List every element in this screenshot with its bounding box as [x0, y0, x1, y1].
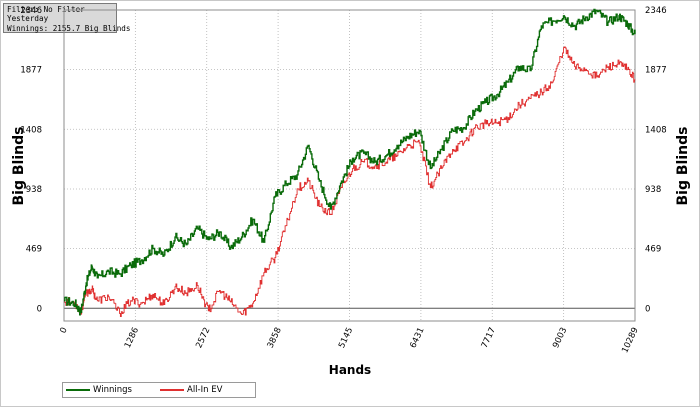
x-tick-label: 7717: [480, 326, 498, 350]
y-axis-label-right: Big Blinds: [675, 127, 691, 206]
legend-swatch-winnings: [66, 389, 90, 391]
y-tick-label-right: 469: [645, 245, 661, 255]
x-tick-label: 5145: [337, 326, 355, 350]
x-tick-label: 2572: [194, 326, 212, 350]
x-axis-ticks: 0 1286 2572 3858 5145 6431 7717 9003 10289: [58, 326, 640, 355]
y-tick-label-right: 2346: [645, 6, 667, 16]
x-tick-label: 3858: [266, 326, 284, 350]
winnings-line: Winnings: 2155.7 Big Blinds: [7, 23, 131, 33]
y-tick-label-left: 938: [26, 185, 42, 195]
x-tick-label: 0: [58, 326, 69, 335]
filter-info-box: Filter: No Filter Yesterday Winnings: 21…: [3, 3, 131, 33]
x-tick-label: 10289: [620, 326, 640, 355]
y-tick-label-right: 1877: [645, 66, 667, 76]
x-tick-label: 9003: [551, 326, 569, 350]
x-tick-label: 1286: [123, 326, 141, 350]
x-tick-label: 6431: [408, 326, 426, 350]
legend-swatch-allin-ev: [160, 389, 184, 391]
y-tick-label-left: 1408: [20, 125, 42, 135]
y-tick-label-right: 0: [645, 304, 650, 314]
plot-area-border: [63, 9, 636, 322]
y-tick-label-left: 2346: [20, 6, 42, 16]
winnings-line: [64, 8, 636, 316]
y-axis-left-ticks: 0 469 938 1408 1877 2346: [20, 6, 42, 314]
filter-line: Filter: No Filter: [7, 5, 85, 14]
allin-ev-line: [64, 46, 636, 317]
x-axis-label: Hands: [329, 363, 371, 377]
legend-label-allin-ev: All-In EV: [187, 385, 223, 395]
legend-item-allin-ev: All-In EV: [160, 384, 222, 396]
y-tick-label-left: 0: [37, 304, 42, 314]
y-axis-label-left: Big Blinds: [11, 127, 27, 206]
y-tick-label-right: 938: [645, 185, 661, 195]
y-tick-label-left: 469: [26, 245, 42, 255]
legend-item-winnings: Winnings: [66, 384, 132, 396]
y-axis-right-ticks: 0 469 938 1408 1877 2346: [645, 6, 667, 314]
series-lines: [64, 8, 636, 317]
y-tick-label-left: 1877: [20, 66, 42, 76]
legend-label-winnings: Winnings: [93, 385, 132, 395]
chart-legend: Winnings All-In EV: [62, 382, 256, 398]
y-tick-label-right: 1408: [645, 125, 667, 135]
period-line: Yesterday: [7, 14, 49, 24]
